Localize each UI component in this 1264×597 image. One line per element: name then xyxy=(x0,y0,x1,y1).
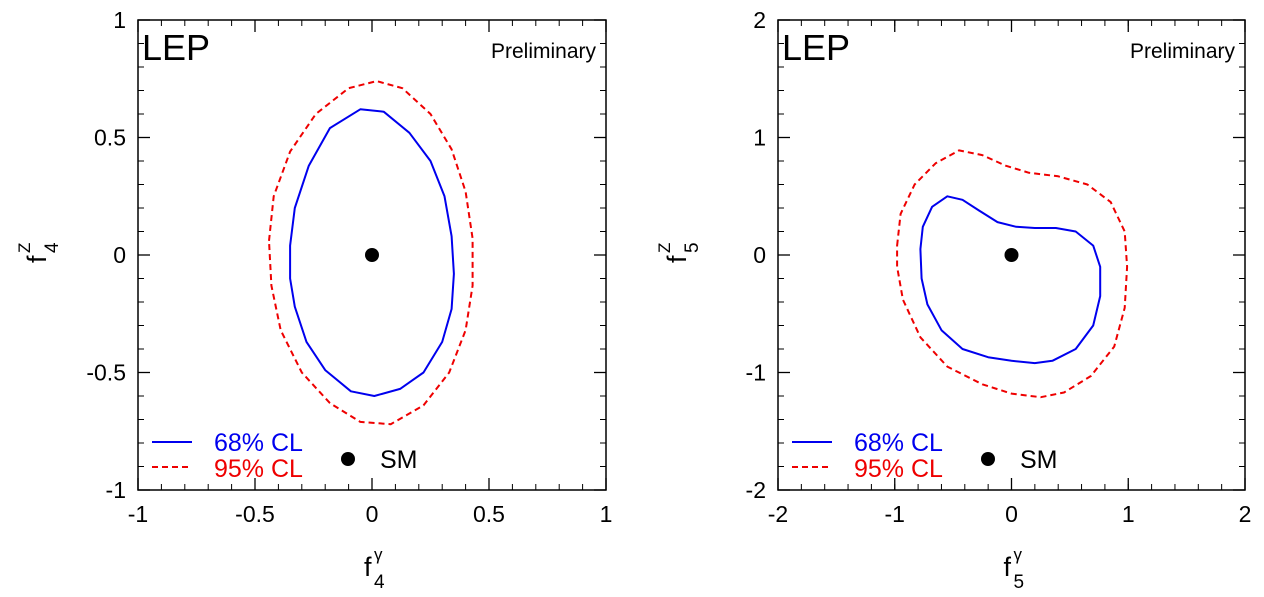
chart2-contour-95cl xyxy=(896,149,1129,399)
chart1-x-tick-label: -0.5 xyxy=(235,501,275,527)
chart2-x-tick-label: 0 xyxy=(1005,501,1018,527)
chart1-contour-95cl xyxy=(268,80,474,426)
chart1-x-tick-label: -1 xyxy=(128,501,148,527)
chart2-y-tick-label: 1 xyxy=(753,125,766,151)
chart1-sm-point xyxy=(365,248,379,262)
chart1-x-tick-label: 0 xyxy=(366,501,379,527)
chart1-lep-label: LEP xyxy=(142,27,210,68)
chart1-legend-68-text: 68% CL xyxy=(214,429,303,457)
chart1-x-axis-title-base: f xyxy=(364,552,372,582)
chart2-y-axis-title-sup: Z xyxy=(655,243,674,253)
chart2-legend-68-text: 68% CL xyxy=(854,429,943,457)
chart1-x-axis-title-sub: 4 xyxy=(374,572,385,593)
chart2-x-axis-title: f γ 5 xyxy=(1004,545,1025,593)
chart1-y-tick-label: 1 xyxy=(113,7,126,33)
chart1-y-axis-title-base: f xyxy=(22,255,52,263)
chart2-contour-68cl xyxy=(919,195,1102,365)
chart1-legend-sm-text: SM xyxy=(380,446,418,474)
chart1-contour-68cl xyxy=(289,108,455,397)
chart1-y-axis-title-sup: Z xyxy=(15,243,34,253)
chart1-y-tick-label: -1 xyxy=(106,477,126,503)
chart2-y-axis-title: fZ 5 xyxy=(655,242,703,263)
chart1-preliminary-label: Preliminary xyxy=(491,40,597,63)
chart1-y-axis-title-sub: 4 xyxy=(42,242,63,253)
chart2-y-tick-label: 2 xyxy=(753,7,766,33)
chart1-y-tick-label: -0.5 xyxy=(86,360,126,386)
chart2-sm-point xyxy=(1004,248,1019,262)
chart2-y-tick-label: 0 xyxy=(753,242,766,268)
chart1-legend-95-text: 95% CL xyxy=(214,455,303,483)
chart1-x-axis-title-sup: γ xyxy=(374,545,383,564)
chart1-legend-sm-marker xyxy=(341,452,355,466)
chart2-x-axis-title-sub: 5 xyxy=(1014,572,1025,593)
chart1-y-axis-title: fZ 4 xyxy=(15,242,63,263)
chart2-x-tick-label: -1 xyxy=(885,501,905,527)
chart2-preliminary-label: Preliminary xyxy=(1130,40,1236,63)
chart1-panel: -1 -0.5 0 0.5 1 -1 -0.5 0 0.5 1 LEP Preliminary 68% … xyxy=(15,7,612,593)
chart1-x-axis-title: f γ 4 xyxy=(364,545,385,593)
chart2-x-axis-title-sup: γ xyxy=(1014,545,1023,564)
chart2-lep-label: LEP xyxy=(782,27,850,68)
chart2-y-axis-title-sub: 5 xyxy=(682,242,703,253)
chart2-y-tick-label: -1 xyxy=(746,360,766,386)
chart2-x-tick-label: -2 xyxy=(768,501,788,527)
chart1-x-tick-label: 1 xyxy=(600,501,613,527)
chart2-legend-sm-marker xyxy=(981,452,995,466)
chart1-y-tick-label: 0.5 xyxy=(94,125,126,151)
chart2-legend-95-text: 95% CL xyxy=(854,455,943,483)
chart2-x-tick-label: 1 xyxy=(1122,501,1135,527)
chart2-y-tick-label: -2 xyxy=(746,477,766,503)
chart2-x-tick-label: 2 xyxy=(1239,501,1252,527)
chart1-x-tick-label: 0.5 xyxy=(473,501,505,527)
chart2-legend-sm-text: SM xyxy=(1020,446,1058,474)
chart2-y-axis-title-base: f xyxy=(662,255,692,263)
chart1-y-tick-label: 0 xyxy=(113,242,126,268)
chart2-x-axis-title-base: f xyxy=(1004,552,1012,582)
